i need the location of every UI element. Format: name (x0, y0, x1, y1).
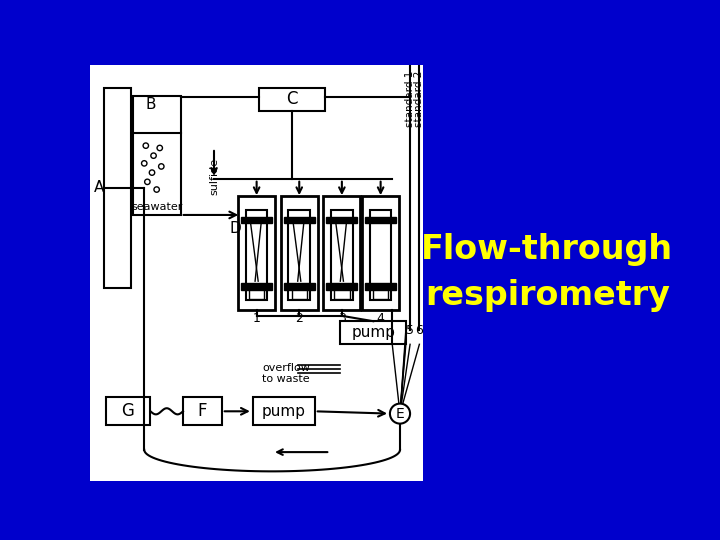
Circle shape (158, 164, 164, 169)
Text: B: B (145, 97, 156, 112)
Text: E: E (395, 407, 405, 421)
Text: standard 1: standard 1 (405, 71, 415, 127)
Bar (365, 217, 396, 224)
Bar (281, 195, 318, 309)
Text: Flow-through
respirometry: Flow-through respirometry (421, 233, 673, 312)
Text: standard 2: standard 2 (415, 71, 424, 127)
Text: C: C (286, 90, 297, 109)
Bar (331, 210, 353, 300)
Bar (326, 284, 357, 289)
Bar (284, 217, 315, 224)
Text: 5: 5 (406, 324, 414, 337)
Bar (249, 287, 264, 299)
Text: sulfide: sulfide (209, 158, 219, 195)
Bar (373, 287, 388, 299)
Bar (253, 397, 315, 425)
Circle shape (390, 403, 410, 423)
Circle shape (150, 153, 156, 158)
Circle shape (154, 187, 159, 192)
Bar (259, 88, 325, 111)
Bar (246, 210, 267, 300)
Text: 6: 6 (415, 324, 423, 337)
Text: 3: 3 (338, 313, 346, 326)
Circle shape (143, 143, 148, 148)
Circle shape (149, 170, 155, 176)
Bar (106, 397, 150, 425)
Bar (183, 397, 222, 425)
Text: seawater: seawater (131, 202, 182, 212)
Bar (104, 88, 131, 288)
Bar (90, 65, 423, 481)
Text: A: A (94, 180, 104, 195)
Bar (289, 210, 310, 300)
Circle shape (157, 145, 163, 151)
Bar (326, 217, 357, 224)
Text: overflow
to waste: overflow to waste (262, 363, 310, 384)
Text: pump: pump (262, 404, 306, 419)
Text: F: F (197, 402, 207, 420)
Bar (241, 217, 272, 224)
Text: 2: 2 (295, 313, 303, 326)
Bar (341, 321, 406, 345)
Bar (241, 284, 272, 289)
Bar (238, 195, 275, 309)
Text: D: D (230, 220, 242, 235)
Circle shape (142, 161, 147, 166)
Text: pump: pump (351, 325, 395, 340)
Bar (132, 96, 181, 215)
Text: 4: 4 (377, 313, 384, 326)
Text: G: G (122, 402, 135, 420)
Bar (334, 287, 350, 299)
Bar (323, 195, 361, 309)
Bar (284, 284, 315, 289)
Bar (365, 284, 396, 289)
Circle shape (145, 179, 150, 185)
Bar (370, 210, 392, 300)
Bar (362, 195, 399, 309)
Text: 1: 1 (253, 313, 261, 326)
Bar (292, 287, 307, 299)
